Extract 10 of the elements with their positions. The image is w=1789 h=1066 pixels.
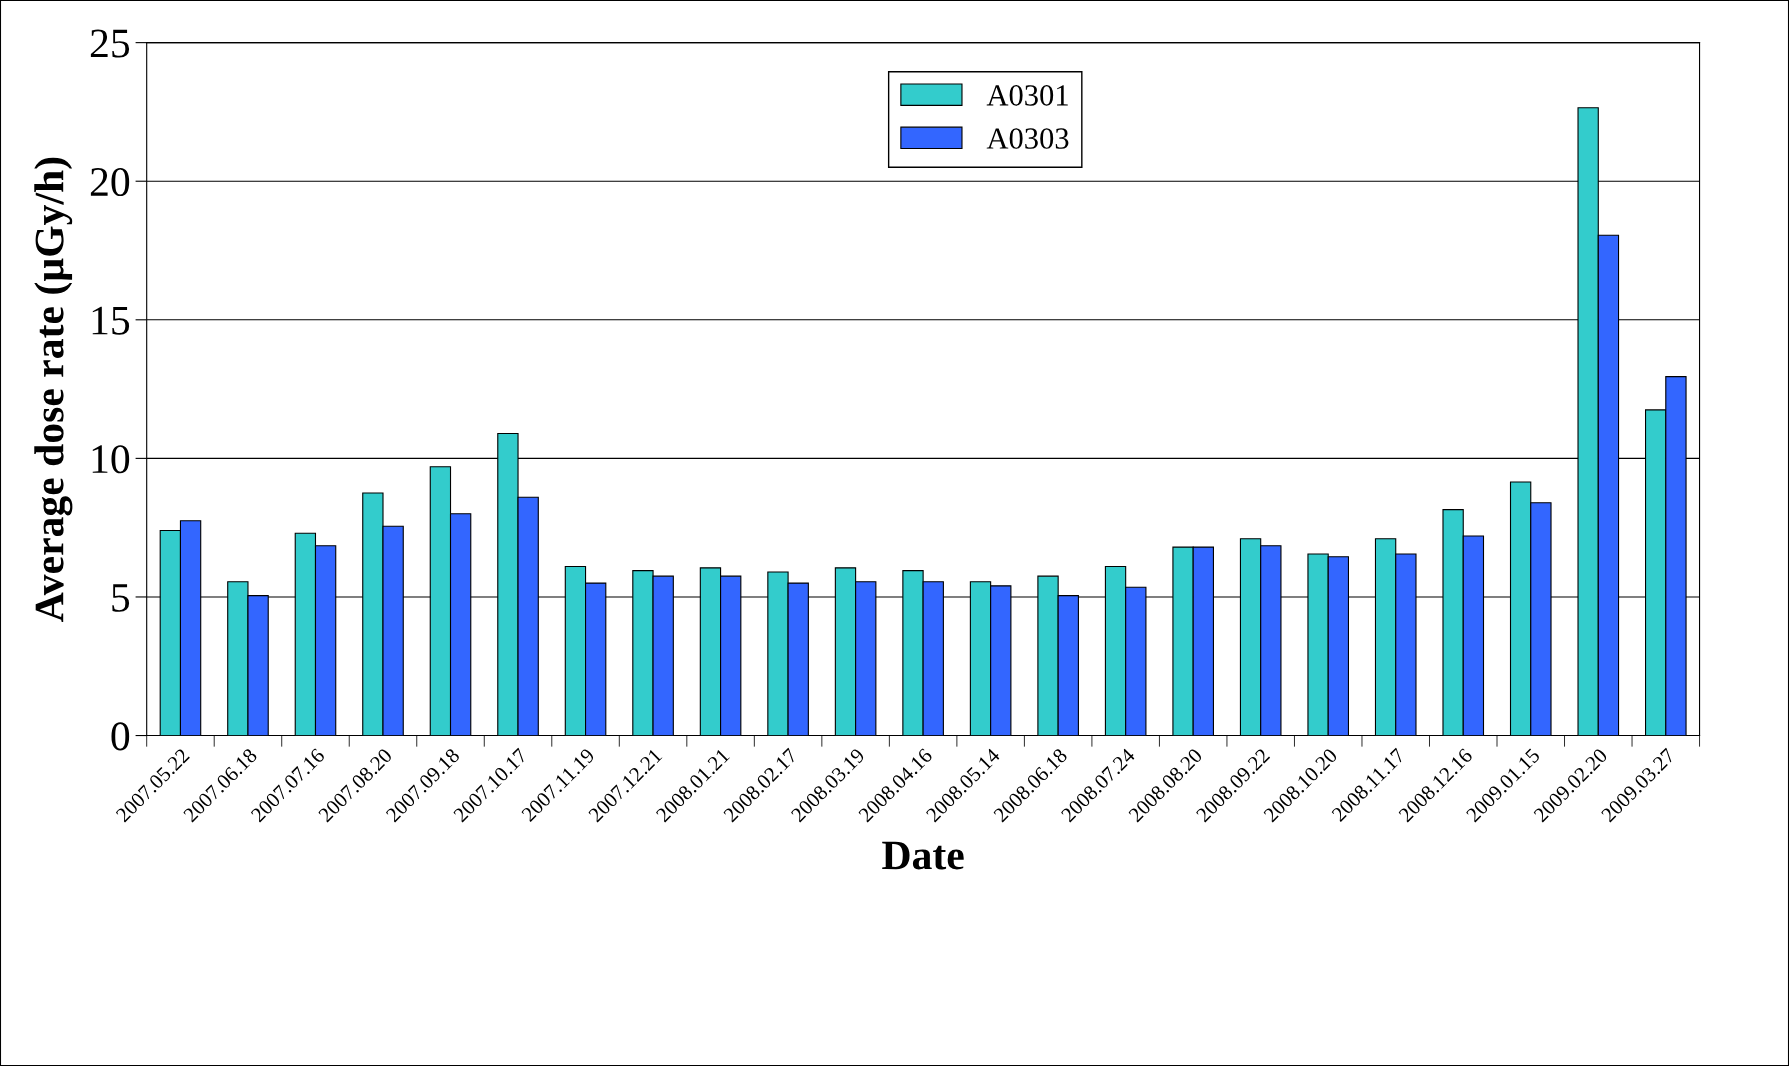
- y-tick-label: 0: [111, 722, 130, 751]
- y-tick-label: 5: [112, 584, 130, 612]
- y-tick-label: 20: [90, 167, 130, 197]
- legend-label: A0301: [986, 85, 1068, 106]
- y-tick-label: 25: [90, 29, 130, 58]
- y-tick-label: 15: [92, 306, 130, 335]
- y-axis-title: Average dose rate (µGy/h): [34, 157, 73, 622]
- y-tick-label: 10: [92, 445, 130, 474]
- legend-label: A0303: [986, 128, 1069, 149]
- x-axis-title: Date: [882, 841, 964, 870]
